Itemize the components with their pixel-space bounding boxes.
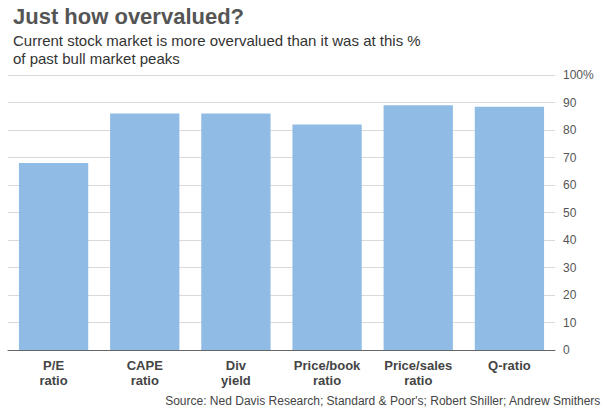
- svg-text:Q-ratio: Q-ratio: [488, 358, 531, 373]
- svg-text:90: 90: [563, 96, 577, 110]
- svg-text:70: 70: [563, 151, 577, 165]
- svg-text:Div: Div: [226, 358, 247, 373]
- svg-text:P/E: P/E: [43, 358, 64, 373]
- svg-text:30: 30: [563, 261, 577, 275]
- svg-text:100%: 100%: [563, 68, 594, 82]
- svg-text:ratio: ratio: [39, 373, 67, 388]
- svg-text:Just how overvalued?: Just how overvalued?: [13, 4, 244, 29]
- svg-text:yield: yield: [221, 373, 251, 388]
- svg-text:ratio: ratio: [313, 373, 341, 388]
- svg-text:20: 20: [563, 288, 577, 302]
- svg-text:CAPE: CAPE: [127, 358, 163, 373]
- svg-text:ratio: ratio: [131, 373, 159, 388]
- svg-text:40: 40: [563, 233, 577, 247]
- svg-text:10: 10: [563, 316, 577, 330]
- svg-text:of past bull market peaks: of past bull market peaks: [13, 50, 180, 67]
- svg-text:ratio: ratio: [404, 373, 432, 388]
- svg-text:Price/sales: Price/sales: [384, 358, 452, 373]
- svg-text:Price/book: Price/book: [294, 358, 361, 373]
- svg-text:50: 50: [563, 206, 577, 220]
- svg-text:60: 60: [563, 178, 577, 192]
- svg-text:Source: Ned Davis Research; St: Source: Ned Davis Research; Standard & P…: [165, 394, 600, 408]
- svg-text:80: 80: [563, 123, 577, 137]
- svg-text:Current stock market is more o: Current stock market is more overvalued …: [13, 32, 421, 49]
- svg-text:0: 0: [563, 343, 570, 357]
